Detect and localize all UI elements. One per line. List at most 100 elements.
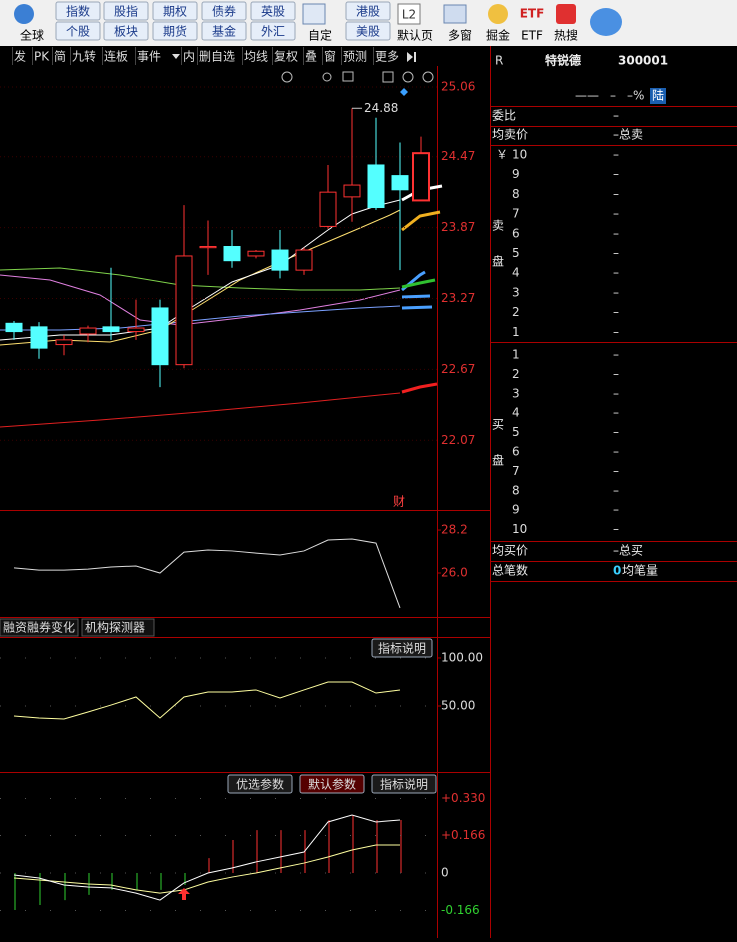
tool-icon[interactable] bbox=[281, 71, 293, 83]
indicator-line bbox=[13, 538, 401, 609]
hot-icon[interactable] bbox=[556, 4, 576, 24]
toolbar-label: 自定 bbox=[308, 28, 332, 43]
button[interactable] bbox=[103, 21, 149, 41]
tab[interactable]: 事件 bbox=[137, 50, 161, 64]
button-label[interactable]: 指标说明 bbox=[378, 641, 426, 656]
level: 2 bbox=[512, 305, 520, 319]
tab-arrow[interactable] bbox=[172, 54, 180, 59]
globe-icon[interactable] bbox=[14, 4, 34, 24]
tab[interactable]: 叠 bbox=[305, 50, 317, 64]
button-label[interactable]: 债券 bbox=[212, 4, 236, 19]
tool-icon[interactable] bbox=[382, 71, 394, 83]
tab[interactable]: 更多 bbox=[375, 50, 399, 64]
candle-body bbox=[55, 339, 73, 346]
sub-tab[interactable] bbox=[0, 618, 79, 637]
button[interactable] bbox=[250, 1, 296, 21]
button[interactable] bbox=[103, 1, 149, 21]
row-label: 均买价 bbox=[492, 544, 528, 558]
sub-tab-label[interactable]: 机构探测器 bbox=[85, 620, 145, 635]
level-value: – bbox=[613, 386, 619, 400]
button[interactable] bbox=[250, 21, 296, 41]
multi-icon[interactable] bbox=[443, 4, 467, 24]
sub-tab-label[interactable]: 融资融券变化 bbox=[3, 620, 75, 635]
tab[interactable]: 连板 bbox=[104, 49, 128, 64]
tab[interactable]: 窗 bbox=[324, 50, 336, 64]
tab[interactable]: 九转 bbox=[72, 49, 96, 64]
button[interactable] bbox=[201, 21, 247, 41]
button-label[interactable]: 期货 bbox=[163, 24, 187, 39]
level-value: – bbox=[613, 445, 619, 459]
level-value: – bbox=[613, 285, 619, 299]
button[interactable] bbox=[201, 1, 247, 21]
tab-bg bbox=[12, 47, 13, 65]
tab[interactable]: 删自选 bbox=[199, 50, 235, 64]
level: 9 bbox=[512, 167, 520, 181]
tab[interactable]: 复权 bbox=[274, 50, 298, 64]
button[interactable] bbox=[345, 1, 391, 21]
tab-bg bbox=[32, 47, 33, 65]
tool-icon[interactable] bbox=[422, 71, 434, 83]
toolbar-label: 多窗 bbox=[448, 29, 472, 43]
level: 3 bbox=[512, 285, 520, 299]
candle-body bbox=[367, 164, 385, 209]
button[interactable] bbox=[371, 774, 437, 794]
level-value: – bbox=[613, 522, 619, 536]
button-label[interactable]: 指标说明 bbox=[380, 777, 428, 792]
level: 7 bbox=[512, 464, 520, 478]
button-label[interactable]: 个股 bbox=[66, 25, 90, 39]
row-label: 均卖价 bbox=[492, 128, 528, 142]
l2-icon[interactable] bbox=[397, 3, 421, 25]
button-label[interactable]: 基金 bbox=[212, 24, 236, 39]
button-label[interactable]: 美股 bbox=[356, 25, 380, 39]
dif-line bbox=[13, 814, 401, 901]
button-label[interactable]: 指数 bbox=[66, 4, 90, 19]
tab[interactable]: 内 bbox=[183, 50, 195, 64]
button[interactable] bbox=[345, 21, 391, 41]
level-value: – bbox=[613, 406, 619, 420]
robot-icon[interactable] bbox=[590, 8, 622, 36]
candle-body bbox=[412, 152, 430, 202]
button[interactable] bbox=[227, 774, 293, 794]
tab[interactable]: 简 bbox=[54, 50, 66, 64]
tab-bg bbox=[197, 47, 198, 65]
tab[interactable]: PK bbox=[34, 50, 50, 64]
button[interactable] bbox=[371, 638, 433, 658]
level-value: – bbox=[613, 425, 619, 439]
level: 5 bbox=[512, 246, 520, 260]
level: 6 bbox=[512, 226, 520, 240]
button-label[interactable]: 板块 bbox=[114, 25, 138, 39]
button-label[interactable]: 英股 bbox=[261, 5, 285, 19]
button[interactable] bbox=[152, 1, 198, 21]
custom-icon[interactable] bbox=[302, 3, 326, 25]
market: 陆 bbox=[652, 88, 664, 103]
tab[interactable]: 发 bbox=[14, 49, 26, 64]
ma-forecast bbox=[401, 210, 441, 232]
tab[interactable]: 均线 bbox=[244, 50, 268, 64]
tab-bg bbox=[181, 47, 182, 65]
button-label[interactable]: 港股 bbox=[356, 5, 380, 19]
tab-arrow[interactable] bbox=[407, 52, 416, 62]
yen: ￥ bbox=[496, 148, 508, 162]
tool-icon[interactable] bbox=[322, 72, 332, 82]
button-label[interactable]: 默认参数 bbox=[308, 777, 356, 792]
tab-bg bbox=[52, 47, 53, 65]
button[interactable] bbox=[55, 21, 101, 41]
tab[interactable]: 预测 bbox=[343, 50, 367, 64]
tool-icon[interactable] bbox=[402, 71, 414, 83]
button-label[interactable]: 外汇 bbox=[261, 25, 285, 39]
level-value: – bbox=[613, 167, 619, 181]
button-label[interactable]: 股指 bbox=[114, 4, 138, 19]
level-value: – bbox=[613, 325, 619, 339]
level-value: – bbox=[613, 367, 619, 381]
level-value: – bbox=[613, 148, 619, 162]
sub-tab[interactable] bbox=[81, 618, 155, 637]
level: 4 bbox=[512, 266, 520, 280]
candle-body bbox=[343, 184, 361, 198]
button-label[interactable]: 优选参数 bbox=[236, 777, 284, 792]
button[interactable] bbox=[152, 21, 198, 41]
tool-icon[interactable] bbox=[342, 71, 354, 82]
button[interactable] bbox=[55, 1, 101, 21]
button-label[interactable]: 期权 bbox=[163, 5, 187, 19]
button[interactable] bbox=[299, 774, 365, 794]
juejin-icon[interactable] bbox=[488, 4, 508, 24]
